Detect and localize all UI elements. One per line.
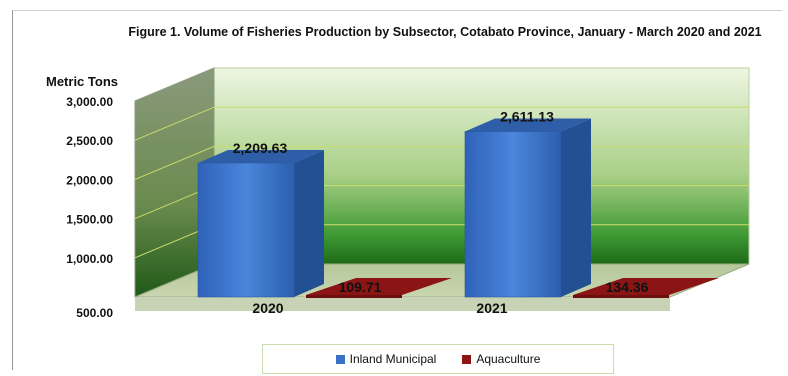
y-tick-label: 2,500.00: [66, 134, 113, 148]
data-label-aquaculture: 109.71: [339, 279, 382, 295]
legend-swatch-aquaculture: [462, 354, 472, 364]
bar-aquaculture-2021-front: [573, 295, 669, 298]
data-label-inland-municipal: 2,611.13: [500, 108, 554, 124]
y-tick-label: 2,000.00: [66, 173, 113, 187]
chart-frame: [12, 10, 782, 370]
data-label-inland-municipal: 2,209.63: [233, 140, 288, 156]
data-label-aquaculture: 134.36: [606, 279, 649, 295]
legend-label-aquaculture: Aquaculture: [476, 352, 541, 366]
chart-title: Figure 1. Volume of Fisheries Production…: [128, 25, 762, 39]
y-axis-label: Metric Tons: [46, 74, 118, 89]
bar-aquaculture-2021: [573, 278, 719, 295]
y-tick-label: 500.00: [76, 306, 113, 320]
y-tick-label: 3,000.00: [66, 95, 113, 109]
legend-swatch-inland-municipal: [335, 354, 345, 364]
floor-edge: [135, 297, 670, 311]
legend-item-inland-municipal: Inland Municipal: [335, 352, 437, 366]
gridline: [134, 106, 749, 141]
bar-inland-municipal-2020-top: [198, 149, 324, 163]
bar-inland-municipal-2020: [197, 162, 295, 298]
x-tick-label: 2021: [476, 300, 507, 316]
bar-inland-municipal-2021-side: [561, 118, 591, 297]
y-tick-label: 1,500.00: [66, 213, 113, 227]
y-tick-label: 1,000.00: [66, 252, 113, 266]
bar-aquaculture-2020: [306, 278, 452, 295]
bar-inland-municipal-2021: [464, 131, 562, 298]
bar-aquaculture-2020-front: [306, 295, 402, 298]
bar-inland-municipal-2020-side: [294, 149, 324, 297]
x-tick-label: 2020: [252, 300, 283, 316]
legend: Inland Municipal Aquaculture: [262, 344, 614, 374]
legend-label-inland-municipal: Inland Municipal: [349, 352, 437, 366]
legend-item-aquaculture: Aquaculture: [462, 352, 540, 366]
bar-inland-municipal-2021-top: [465, 118, 591, 132]
